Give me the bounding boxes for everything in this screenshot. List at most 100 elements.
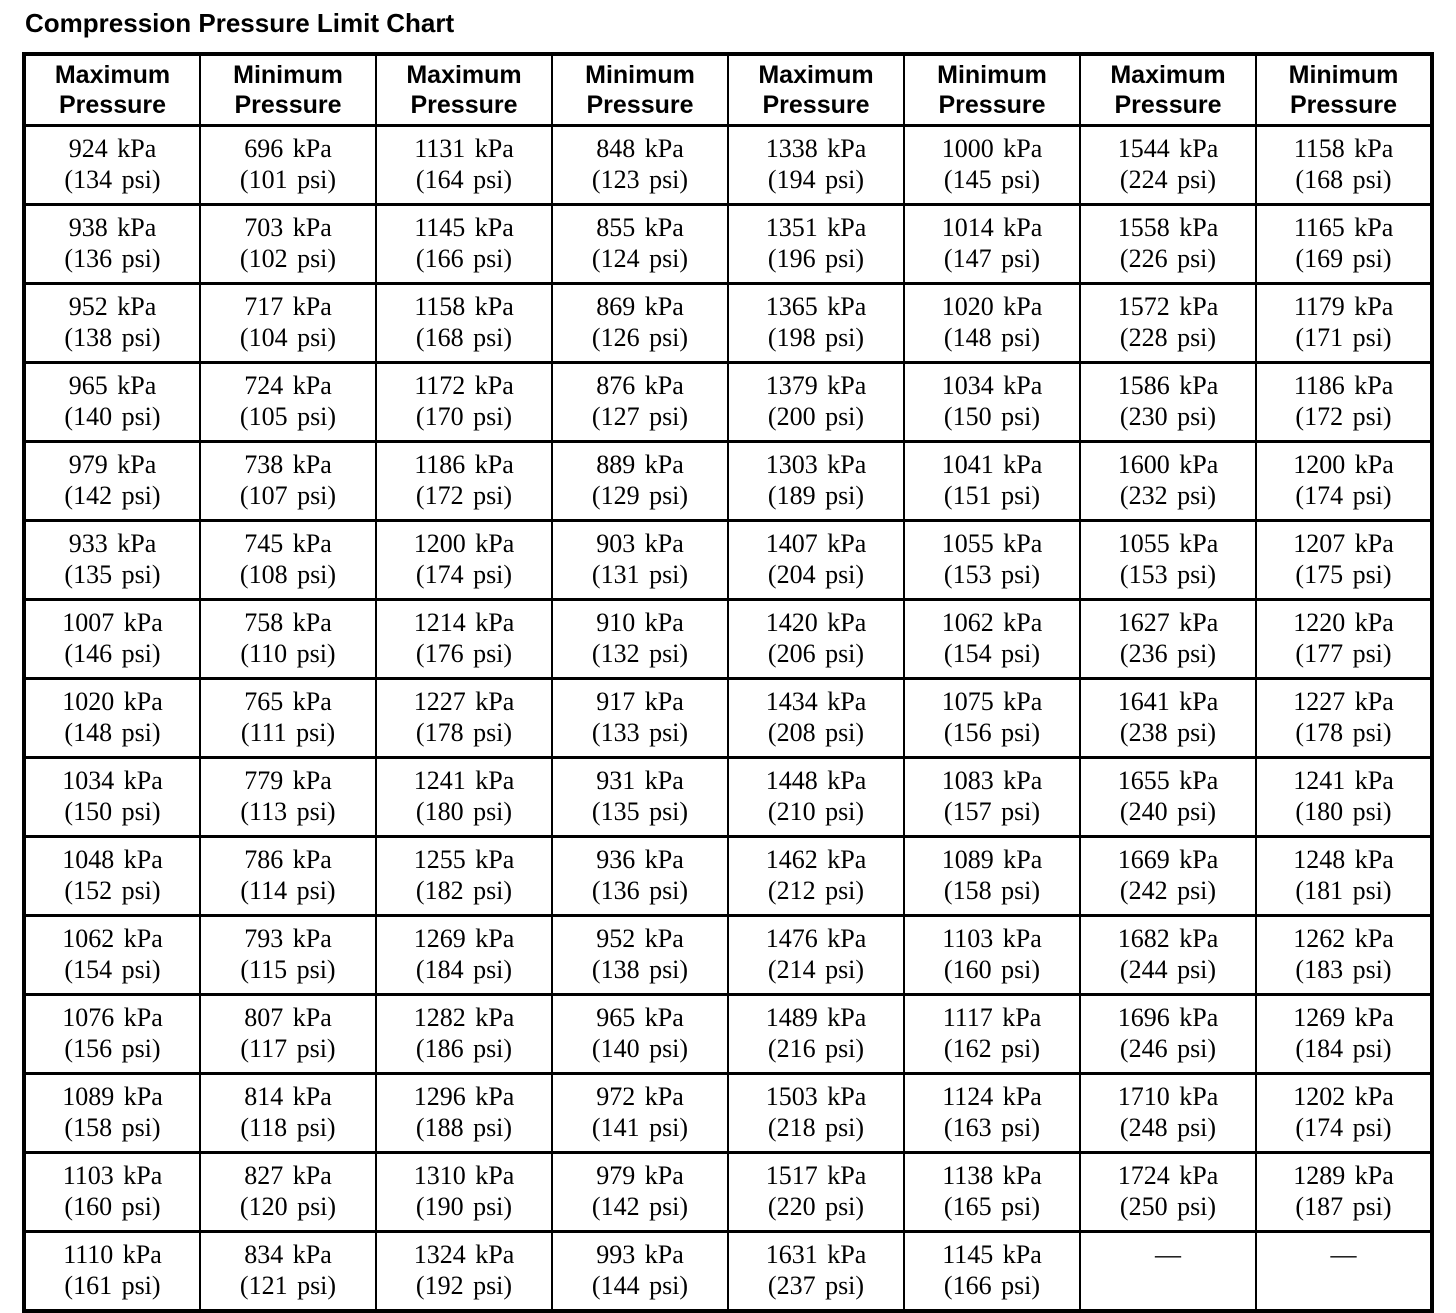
psi-value: (158 psi) [943,876,1041,905]
kpa-value: 1462 kPa [765,845,867,874]
pressure-cell: 1007 kPa (146 psi) [23,598,201,680]
pressure-cell: 889 kPa (129 psi) [551,440,729,522]
pressure-cell: 827 kPa (120 psi) [199,1151,377,1233]
pressure-cell: 972 kPa (141 psi) [551,1072,729,1154]
pressure-cell: 1055 kPa (153 psi) [903,519,1081,601]
kpa-value: 1062 kPa [62,924,163,953]
psi-value: (113 psi) [240,797,336,826]
pressure-cell: 1710 kPa (248 psi) [1079,1072,1257,1154]
psi-value: (121 psi) [239,1271,337,1300]
psi-value: (145 psi) [943,165,1041,194]
pressure-cell: 1365 kPa (198 psi) [727,282,905,364]
psi-value: (172 psi) [415,481,513,510]
kpa-value: 1282 kPa [413,1003,515,1032]
kpa-value: 1124 kPa [942,1082,1042,1111]
psi-value: (182 psi) [415,876,513,905]
pressure-cell: 1103 kPa (160 psi) [903,914,1081,996]
psi-value: (108 psi) [239,560,337,589]
psi-value: (132 psi) [591,639,689,668]
pressure-cell: 1655 kPa (240 psi) [1079,756,1257,838]
psi-value: (218 psi) [767,1113,865,1142]
psi-value: (115 psi) [240,955,336,984]
kpa-value: 1669 kPa [1117,845,1219,874]
pressure-cell: 1517 kPa (220 psi) [727,1151,905,1233]
psi-value: (172 psi) [1295,402,1392,431]
psi-value: (248 psi) [1119,1113,1217,1142]
kpa-value: 1000 kPa [941,134,1043,163]
psi-value: (220 psi) [767,1192,865,1221]
pressure-cell: 965 kPa (140 psi) [23,361,201,443]
kpa-value: 793 kPa [244,924,332,953]
kpa-value: 1202 kPa [1293,1082,1394,1111]
kpa-value: 1186 kPa [1293,371,1394,400]
psi-value: (246 psi) [1119,1034,1217,1063]
psi-value: (196 psi) [767,244,865,273]
psi-value: (150 psi) [64,797,161,826]
psi-value: (232 psi) [1119,481,1217,510]
psi-value: (146 psi) [64,639,161,668]
pressure-cell: 814 kPa (118 psi) [199,1072,377,1154]
kpa-value: 1248 kPa [1293,845,1394,874]
psi-value: (242 psi) [1119,876,1217,905]
column-header: Minimum Pressure [1255,52,1433,127]
pressure-cell: 1289 kPa (187 psi) [1255,1151,1433,1233]
column-header: Minimum Pressure [199,52,377,127]
pressure-cell: 1669 kPa (242 psi) [1079,835,1257,917]
psi-value: (177 psi) [1295,639,1392,668]
psi-value: (134 psi) [64,165,161,194]
psi-value: (107 psi) [239,481,337,510]
psi-value: (188 psi) [415,1113,513,1142]
kpa-value: 889 kPa [596,450,684,479]
table-row: 1048 kPa (152 psi) 786 kPa (114 psi) 1255 kP… [23,835,1433,917]
psi-value: (131 psi) [591,560,689,589]
psi-value: (184 psi) [1295,1034,1392,1063]
pressure-cell: 779 kPa (113 psi) [199,756,377,838]
kpa-value: 1338 kPa [765,134,867,163]
psi-value: (169 psi) [1295,244,1392,273]
pressure-cell: 765 kPa (111 psi) [199,677,377,759]
psi-value: (105 psi) [239,402,337,431]
kpa-value: 931 kPa [596,766,684,795]
pressure-cell: 696 kPa (101 psi) [199,124,377,206]
kpa-value: 1055 kPa [1117,529,1219,558]
page-title: Compression Pressure Limit Chart [25,8,455,38]
column-header: Maximum Pressure [23,52,201,127]
pressure-cell: 1407 kPa (204 psi) [727,519,905,601]
kpa-value: 1089 kPa [62,1082,163,1111]
psi-value: (158 psi) [64,1113,161,1142]
kpa-value: 1365 kPa [765,292,867,321]
kpa-value: 1034 kPa [62,766,163,795]
psi-value: (230 psi) [1119,402,1217,431]
psi-value: (117 psi) [240,1034,336,1063]
psi-value: (176 psi) [415,639,513,668]
psi-value: (129 psi) [591,481,689,510]
psi-value: (208 psi) [767,718,865,747]
kpa-value: 1310 kPa [413,1161,515,1190]
psi-value: (166 psi) [943,1271,1041,1300]
kpa-value: 1407 kPa [765,529,867,558]
pressure-cell: 1158 kPa (168 psi) [375,282,553,364]
psi-value: (181 psi) [1295,876,1392,905]
psi-value: (136 psi) [591,876,689,905]
column-header: Maximum Pressure [375,52,553,127]
pressure-cell: 1434 kPa (208 psi) [727,677,905,759]
psi-value: (111 psi) [240,718,336,747]
pressure-cell: 1200 kPa (174 psi) [375,519,553,601]
kpa-value: 876 kPa [596,371,684,400]
pressure-cell: 1103 kPa (160 psi) [23,1151,201,1233]
pressure-cell: 1034 kPa (150 psi) [23,756,201,838]
kpa-value: 1420 kPa [765,608,867,637]
kpa-value: 814 kPa [244,1082,332,1111]
kpa-value: 1145 kPa [942,1240,1042,1269]
psi-value: (190 psi) [415,1192,513,1221]
pressure-cell: 1000 kPa (145 psi) [903,124,1081,206]
kpa-value: 1186 kPa [414,450,514,479]
pressure-cell: 1062 kPa (154 psi) [903,598,1081,680]
pressure-cell: 1631 kPa (237 psi) [727,1230,905,1313]
kpa-value: 1138 kPa [942,1161,1042,1190]
pressure-cell: 1600 kPa (232 psi) [1079,440,1257,522]
kpa-value: 965 kPa [596,1003,684,1032]
pressure-cell: 1448 kPa (210 psi) [727,756,905,838]
kpa-value: 1014 kPa [941,213,1043,242]
